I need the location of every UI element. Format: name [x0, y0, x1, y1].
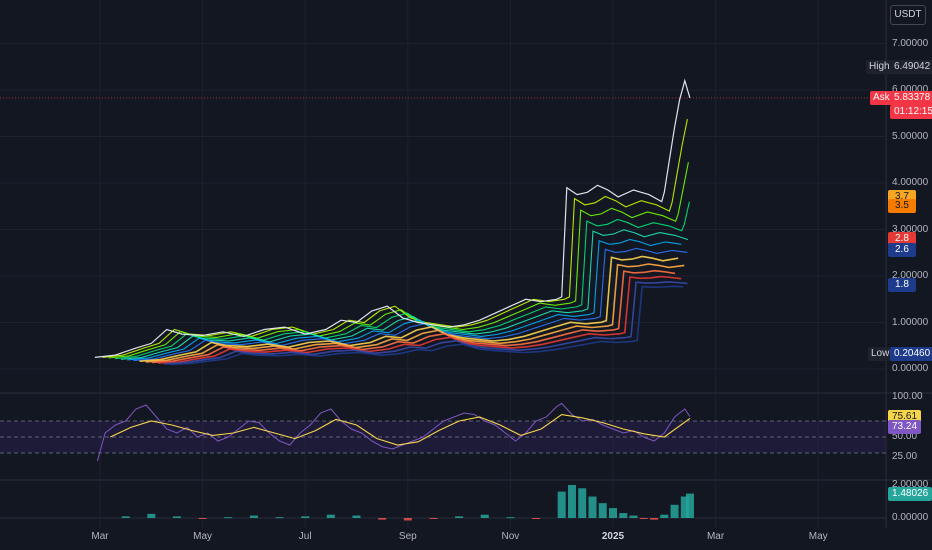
macd-hist-bar	[455, 516, 464, 518]
macd-hist-bar	[301, 516, 310, 518]
price-tick-label: 3.00000	[892, 223, 929, 235]
price-tick-label: 7.00000	[892, 37, 929, 49]
price-tick-label: 0.00000	[892, 363, 929, 374]
time-axis-label: Nov	[501, 531, 520, 542]
moving-average-line	[127, 238, 682, 361]
price-tick-label: 5.00000	[892, 130, 929, 142]
macd-hist-bar	[650, 518, 659, 520]
ask-value-badge: 5.83378	[890, 90, 932, 105]
ma-level-badge: 3.5	[888, 199, 916, 214]
price-tick-label: 6.00000	[892, 84, 929, 95]
macd-tick-label: 2.00000	[892, 479, 929, 490]
macd-tick-label: 0.00000	[892, 512, 929, 523]
time-axis-label: May	[808, 531, 828, 542]
macd-hist-bar	[639, 518, 648, 519]
time-axis-label: Mar	[706, 531, 725, 542]
macd-hist-bar	[326, 514, 335, 518]
price-line	[94, 78, 691, 358]
high-value-badge: 6.49042	[890, 60, 932, 75]
low-label: Low	[868, 347, 893, 362]
ask-timer-badge: 01:12:15	[890, 104, 932, 119]
macd-hist-bar	[506, 517, 515, 519]
macd-hist-bar	[224, 517, 233, 519]
rsi-ma-value-badge: 73.24	[888, 420, 922, 435]
macd-hist-bar	[567, 485, 576, 518]
moving-average-line	[139, 255, 679, 362]
moving-average-line	[133, 247, 688, 362]
moving-average-line	[114, 201, 690, 360]
currency-button[interactable]: USDT	[890, 5, 926, 25]
macd-hist-bar	[598, 503, 607, 518]
macd-hist-bar	[685, 493, 694, 518]
macd-hist-bar	[352, 515, 361, 518]
macd-hist-bar	[429, 518, 438, 519]
price-tick-label: 1.00000	[892, 316, 929, 328]
moving-average-line	[164, 281, 688, 365]
macd-hist-bar	[275, 517, 284, 519]
time-axis-label: Jul	[298, 531, 312, 542]
macd-hist-bar	[588, 496, 597, 518]
time-axis-label: 2025	[601, 531, 625, 542]
rsi-tick-label: 100.00	[892, 391, 923, 402]
ma-level-badge: 2.6	[888, 243, 916, 258]
macd-hist-bar	[670, 504, 679, 518]
rsi-tick-label: 25.00	[892, 451, 918, 462]
macd-hist-bar	[403, 518, 412, 521]
ma-level-badge: 2.8	[888, 231, 916, 246]
macd-hist-bar	[629, 515, 638, 518]
macd-hist-bar	[578, 488, 587, 518]
macd-hist-bar	[198, 518, 207, 519]
rsi-ma-line	[110, 414, 691, 446]
high-label: High	[866, 60, 893, 75]
time-axis-label: Mar	[91, 531, 109, 542]
price-tick-label: 4.00000	[892, 177, 929, 188]
moving-average-line	[108, 162, 689, 359]
moving-average-line	[120, 229, 689, 360]
macd-hist-bar	[249, 515, 258, 518]
moving-average-line	[170, 285, 684, 366]
time-axis-label: Sep	[398, 531, 417, 542]
low-value-badge: 0.20460	[890, 347, 932, 362]
macd-hist-bar	[660, 514, 669, 518]
macd-hist-bar	[147, 513, 156, 518]
ask-label: Ask	[870, 90, 893, 105]
macd-hist-bar	[532, 518, 541, 519]
macd-hist-bar	[609, 508, 617, 518]
macd-hist-bar	[172, 516, 181, 518]
rsi-value-badge: 75.61	[888, 409, 922, 424]
macd-hist-bar	[619, 513, 628, 518]
rsi-tick-label: 50.00	[892, 431, 918, 442]
macd-hist-bar	[557, 491, 566, 518]
macd-hist-bar	[480, 514, 489, 518]
macd-value-badge: 1.48026	[888, 486, 932, 501]
price-tick-label: 2.00000	[892, 270, 929, 281]
macd-hist-bar	[378, 518, 387, 520]
macd-hist-bar	[680, 496, 689, 518]
ma-level-badge: 1.8	[888, 278, 916, 293]
time-axis-label: May	[193, 531, 213, 542]
moving-average-line	[145, 263, 685, 363]
macd-hist-bar	[121, 516, 130, 518]
